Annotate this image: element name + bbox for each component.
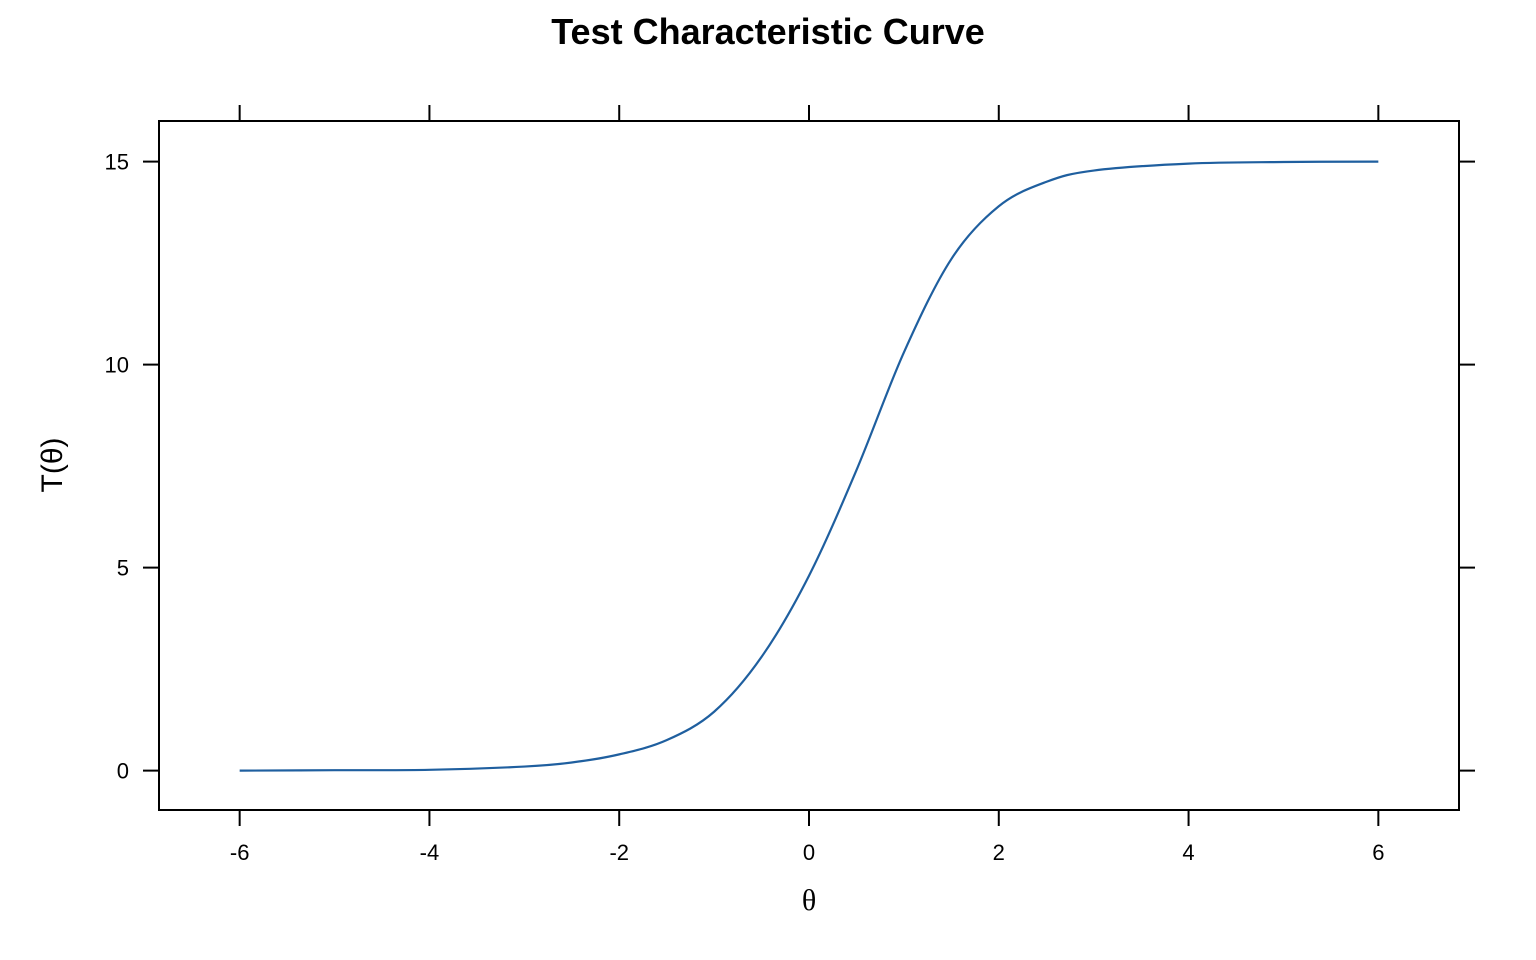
x-tick-label: 6 [1372, 840, 1384, 865]
x-tick-label: 0 [803, 840, 815, 865]
plot-frame [158, 120, 1460, 811]
x-tick-label: 2 [993, 840, 1005, 865]
y-tick-label: 0 [117, 759, 129, 784]
x-tick-label: -6 [230, 840, 250, 865]
chart-title: Test Characteristic Curve [551, 11, 985, 52]
axis-tick-labels: -6 -4 -2 0 2 4 6 0 5 10 15 [105, 150, 1385, 865]
series-line [239, 160, 1379, 772]
x-tick-label: 4 [1182, 840, 1194, 865]
y-tick-label: 15 [105, 150, 129, 175]
x-axis-label: θ [802, 884, 816, 917]
y-tick-label: 10 [105, 353, 129, 378]
x-tick-label: -2 [609, 840, 629, 865]
axis-ticks [143, 105, 1475, 826]
y-axis-label: T(θ) [36, 438, 69, 493]
x-tick-label: -4 [420, 840, 440, 865]
y-tick-label: 5 [117, 556, 129, 581]
